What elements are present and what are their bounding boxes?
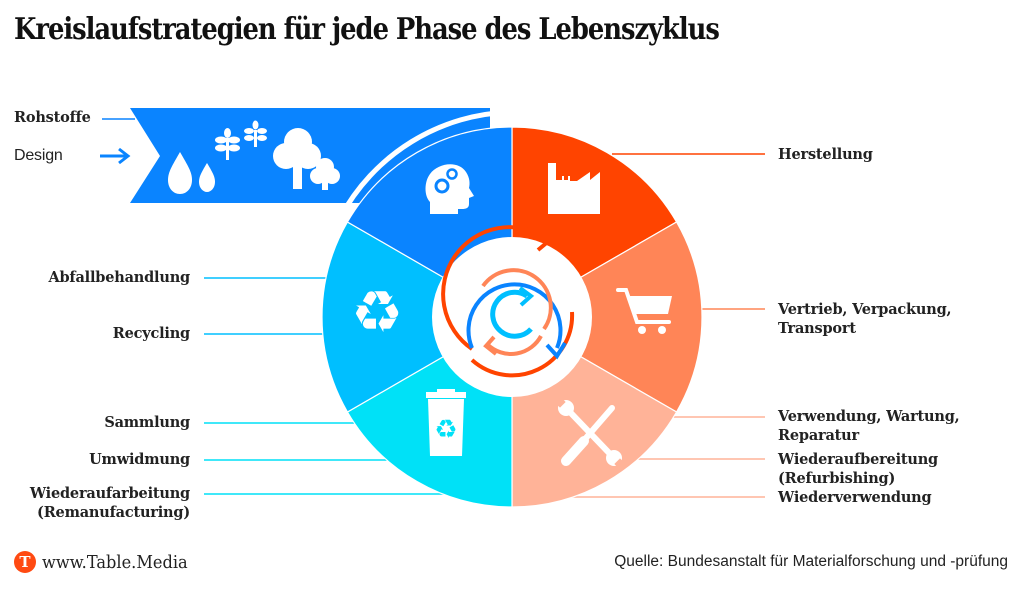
pie-segment-recycling (321, 221, 514, 413)
head-gears-icon (425, 164, 474, 214)
circular-arrows-icon (441, 225, 575, 378)
label-wiederaufbereitung: Wiederaufbereitung (Refurbishing) (778, 451, 938, 487)
label-umwidmung: Umwidmung (89, 451, 190, 468)
center-circle (432, 237, 592, 397)
tools-icon (554, 396, 626, 470)
label-verwendung: Verwendung, Wartung, Reparatur (778, 408, 960, 444)
label-design: Design (14, 147, 63, 164)
label-sammlung: Sammlung (104, 414, 190, 431)
svg-text:♻: ♻ (434, 415, 457, 445)
pie-segment-vertrieb (510, 221, 703, 413)
plant-sprouts-icon (215, 120, 267, 160)
recycle-icon: ♻ (351, 278, 403, 346)
site-link[interactable]: www.Table.Media (42, 551, 188, 573)
banner-separator-arc (337, 109, 513, 220)
footer-brand: T www.Table.Media (14, 551, 204, 573)
label-rohstoffe: Rohstoffe (14, 109, 91, 126)
water-drops-icon (168, 152, 215, 194)
shopping-cart-icon (616, 288, 672, 334)
page-title: Kreislaufstrategien für jede Phase des L… (14, 12, 720, 47)
factory-icon (548, 163, 600, 214)
recycling-bin-icon: ♻ (426, 389, 466, 456)
label-herstellung: Herstellung (778, 146, 873, 163)
label-abfallbehandlung: Abfallbehandlung (48, 269, 190, 286)
label-vertrieb: Vertrieb, Verpackung, Transport (778, 301, 952, 337)
label-wiederaufarbeitung: Wiederaufarbeitung (Remanufacturing) (29, 485, 190, 521)
label-recycling: Recycling (112, 325, 190, 342)
svg-text:♻: ♻ (351, 278, 403, 346)
trees-icon (273, 128, 340, 190)
design-arrow-icon (100, 147, 131, 165)
source-note: Quelle: Bundesanstalt für Materialforsch… (614, 553, 1008, 570)
label-wiederverwendung: Wiederverwendung (778, 489, 932, 506)
table-media-logo: T (14, 551, 36, 573)
